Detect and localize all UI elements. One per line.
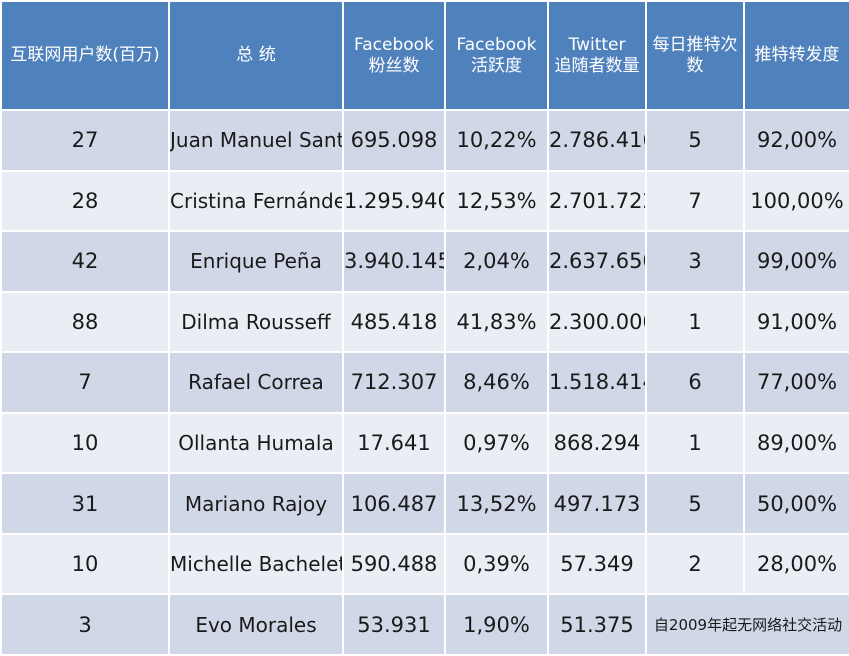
header-facebook-fans-line2: 粉丝数 [368,55,420,76]
retweet-rate-cell: 92,00% [745,111,849,170]
table-row: 31 Mariano Rajoy 106.487 13,52% 497.173 … [2,474,849,533]
header-facebook-fans-line1: Facebook [354,35,434,56]
twitter-followers-cell: 868.294 [549,413,645,473]
table-row: 42 Enrique Peña 3.940.145 2,04% 2.637.65… [2,232,849,291]
facebook-activity-cell: 8,46% [446,353,547,412]
president-name-cell: Michelle Bachelet [170,534,342,594]
president-name-cell: Dilma Rousseff [170,292,342,352]
table-row: 3 Evo Morales 53.931 1,90% 51.375 自2009年… [2,595,849,654]
facebook-fans-cell: 695.098 [344,111,444,170]
retweet-rate-cell: 91,00% [745,292,849,352]
header-facebook-activity-line1: Facebook [456,35,537,56]
internet-users-cell: 3 [2,595,168,654]
header-daily-tweets: 每日推特次数 [647,2,743,109]
retweet-rate-cell: 89,00% [745,413,849,473]
retweet-rate-cell: 77,00% [745,353,849,412]
facebook-fans-cell: 485.418 [344,292,444,352]
header-row: 互联网用户数(百万) 总 统 Facebook 粉丝数 Facebook 活跃度… [2,2,849,109]
header-president: 总 统 [170,2,342,109]
no-social-activity-note: 自2009年起无网络社交活动 [647,595,849,654]
facebook-activity-cell: 0,39% [446,534,547,594]
daily-tweets-cell: 5 [647,111,743,170]
facebook-activity-cell: 13,52% [446,474,547,533]
table-row: 10 Ollanta Humala 17.641 0,97% 868.294 1… [2,413,849,473]
facebook-fans-cell: 53.931 [344,595,444,654]
facebook-activity-cell: 10,22% [446,111,547,170]
twitter-followers-cell: 2.300.000 [549,292,645,352]
table-row: 28 Cristina Fernández 1.295.940 12,53% 2… [2,171,849,231]
daily-tweets-cell: 2 [647,534,743,594]
facebook-fans-cell: 3.940.145 [344,232,444,291]
retweet-rate-cell: 99,00% [745,232,849,291]
internet-users-cell: 10 [2,413,168,473]
retweet-rate-cell: 28,00% [745,534,849,594]
facebook-activity-cell: 41,83% [446,292,547,352]
facebook-fans-cell: 590.488 [344,534,444,594]
daily-tweets-cell: 3 [647,232,743,291]
header-internet-users: 互联网用户数(百万) [2,2,168,109]
daily-tweets-cell: 6 [647,353,743,412]
internet-users-cell: 27 [2,111,168,170]
internet-users-cell: 42 [2,232,168,291]
internet-users-cell: 10 [2,534,168,594]
header-facebook-activity: Facebook 活跃度 [446,2,547,109]
facebook-fans-cell: 1.295.940 [344,171,444,231]
header-facebook-fans: Facebook 粉丝数 [344,2,444,109]
facebook-activity-cell: 2,04% [446,232,547,291]
president-name-cell: Mariano Rajoy [170,474,342,533]
table-row: 7 Rafael Correa 712.307 8,46% 1.518.414 … [2,353,849,412]
facebook-fans-cell: 17.641 [344,413,444,473]
facebook-fans-cell: 106.487 [344,474,444,533]
twitter-followers-cell: 51.375 [549,595,645,654]
twitter-followers-cell: 2.637.650 [549,232,645,291]
table-row: 27 Juan Manuel Santos 695.098 10,22% 2.7… [2,111,849,170]
header-facebook-activity-line2: 活跃度 [471,55,522,76]
internet-users-cell: 31 [2,474,168,533]
daily-tweets-cell: 1 [647,413,743,473]
facebook-activity-cell: 1,90% [446,595,547,654]
twitter-followers-cell: 2.701.722 [549,171,645,231]
internet-users-cell: 88 [2,292,168,352]
facebook-activity-cell: 12,53% [446,171,547,231]
president-name-cell: Rafael Correa [170,353,342,412]
daily-tweets-cell: 5 [647,474,743,533]
header-twitter-followers-line2: 追随者数量 [554,55,640,76]
internet-users-cell: 28 [2,171,168,231]
daily-tweets-cell: 7 [647,171,743,231]
header-twitter-followers: Twitter 追随者数量 [549,2,645,109]
header-retweet-rate: 推特转发度 [745,2,849,109]
table-row: 10 Michelle Bachelet 590.488 0,39% 57.34… [2,534,849,594]
twitter-followers-cell: 497.173 [549,474,645,533]
retweet-rate-cell: 100,00% [745,171,849,231]
twitter-followers-cell: 2.786.416 [549,111,645,170]
daily-tweets-cell: 1 [647,292,743,352]
president-name-cell: Evo Morales [170,595,342,654]
president-name-cell: Cristina Fernández [170,171,342,231]
facebook-activity-cell: 0,97% [446,413,547,473]
twitter-followers-cell: 57.349 [549,534,645,594]
twitter-followers-cell: 1.518.414 [549,353,645,412]
facebook-fans-cell: 712.307 [344,353,444,412]
president-name-cell: Juan Manuel Santos [170,111,342,170]
president-name-cell: Ollanta Humala [170,413,342,473]
table-row: 88 Dilma Rousseff 485.418 41,83% 2.300.0… [2,292,849,352]
president-name-cell: Enrique Peña [170,232,342,291]
retweet-rate-cell: 50,00% [745,474,849,533]
internet-users-cell: 7 [2,353,168,412]
header-twitter-followers-line1: Twitter [568,35,626,56]
